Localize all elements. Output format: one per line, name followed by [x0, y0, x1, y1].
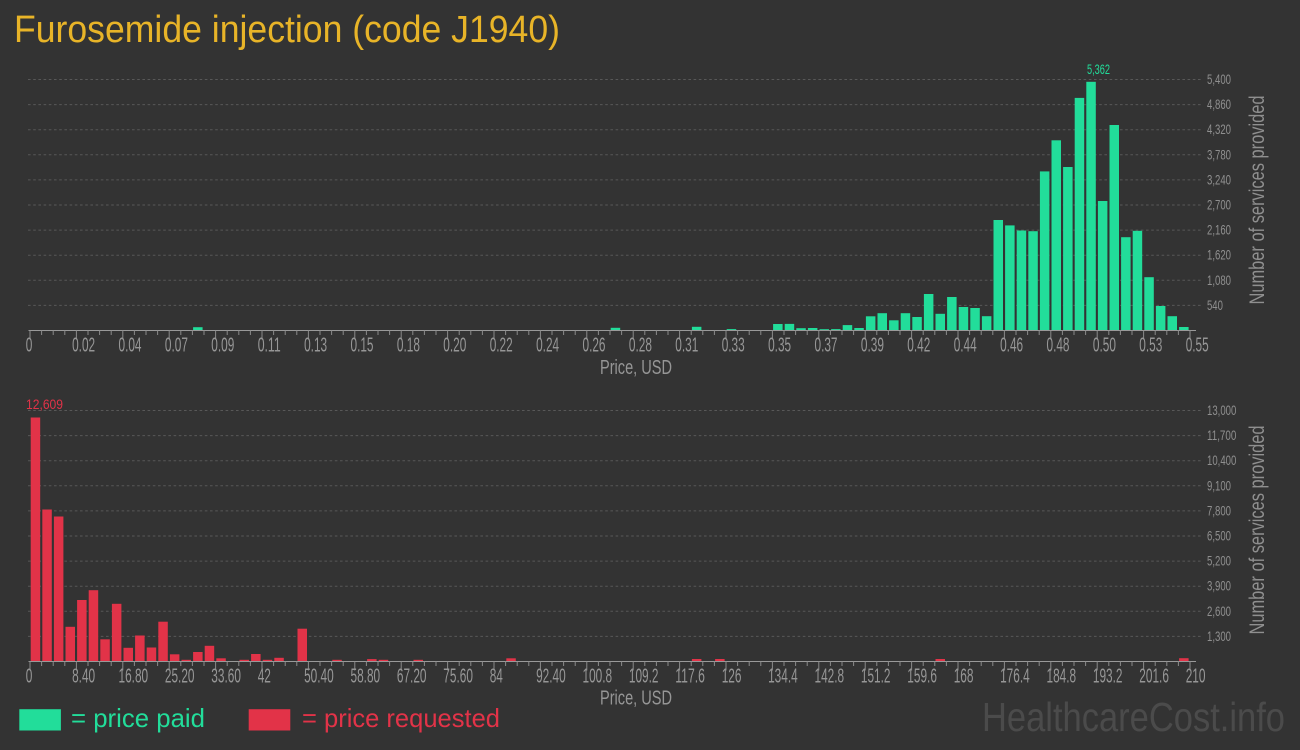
- svg-text:0.15: 0.15: [351, 335, 374, 357]
- svg-text:5,400: 5,400: [1207, 71, 1231, 87]
- svg-text:0.33: 0.33: [722, 335, 745, 357]
- svg-text:0.18: 0.18: [397, 335, 420, 357]
- svg-text:5,200: 5,200: [1207, 553, 1231, 569]
- svg-text:0.50: 0.50: [1093, 335, 1116, 357]
- svg-text:0.42: 0.42: [907, 335, 930, 357]
- svg-text:0.44: 0.44: [954, 335, 977, 357]
- svg-text:67.20: 67.20: [397, 666, 427, 688]
- svg-text:0.20: 0.20: [443, 335, 466, 357]
- svg-text:134.4: 134.4: [768, 666, 798, 688]
- svg-text:0.24: 0.24: [536, 335, 559, 357]
- svg-text:42: 42: [258, 666, 271, 688]
- svg-text:Price, USD: Price, USD: [600, 688, 672, 710]
- svg-text:0.04: 0.04: [119, 335, 142, 357]
- svg-text:2,160: 2,160: [1207, 222, 1231, 238]
- svg-text:HealthcareCost.info: HealthcareCost.info: [982, 694, 1285, 740]
- svg-text:0.11: 0.11: [258, 335, 281, 357]
- svg-text:8.40: 8.40: [72, 666, 95, 688]
- svg-text:= price requested: = price requested: [302, 703, 500, 733]
- svg-text:33.60: 33.60: [211, 666, 241, 688]
- svg-text:0.26: 0.26: [583, 335, 606, 357]
- svg-text:1,620: 1,620: [1207, 247, 1231, 263]
- svg-text:100.8: 100.8: [583, 666, 613, 688]
- svg-text:1,080: 1,080: [1207, 272, 1231, 288]
- svg-text:9,100: 9,100: [1207, 477, 1231, 493]
- svg-text:0.02: 0.02: [72, 335, 95, 357]
- svg-text:12,609: 12,609: [26, 396, 63, 412]
- svg-text:0.13: 0.13: [304, 335, 327, 357]
- svg-text:176.4: 176.4: [1000, 666, 1030, 688]
- svg-text:0.09: 0.09: [211, 335, 234, 357]
- svg-text:84: 84: [490, 666, 503, 688]
- svg-text:50.40: 50.40: [304, 666, 334, 688]
- svg-text:142.8: 142.8: [815, 666, 845, 688]
- svg-text:10,400: 10,400: [1207, 452, 1236, 468]
- svg-text:25.20: 25.20: [165, 666, 195, 688]
- svg-text:3,780: 3,780: [1207, 146, 1231, 162]
- svg-text:109.2: 109.2: [629, 666, 659, 688]
- svg-text:0.07: 0.07: [165, 335, 188, 357]
- svg-text:7,800: 7,800: [1207, 502, 1231, 518]
- svg-text:126: 126: [722, 666, 742, 688]
- svg-text:58.80: 58.80: [351, 666, 381, 688]
- svg-text:0.37: 0.37: [815, 335, 838, 357]
- svg-text:151.2: 151.2: [861, 666, 891, 688]
- svg-text:= price paid: = price paid: [71, 703, 205, 733]
- svg-text:0.55: 0.55: [1186, 335, 1209, 357]
- svg-text:5,362: 5,362: [1087, 61, 1110, 77]
- svg-text:201.6: 201.6: [1139, 666, 1169, 688]
- svg-text:0.22: 0.22: [490, 335, 513, 357]
- svg-text:0.35: 0.35: [768, 335, 791, 357]
- svg-text:0: 0: [26, 335, 33, 357]
- svg-text:4,860: 4,860: [1207, 96, 1231, 112]
- svg-text:0.31: 0.31: [675, 335, 698, 357]
- svg-text:0.53: 0.53: [1139, 335, 1162, 357]
- svg-text:0.39: 0.39: [861, 335, 884, 357]
- svg-text:Number of services provided: Number of services provided: [1246, 96, 1269, 305]
- svg-text:Number of services provided: Number of services provided: [1246, 426, 1269, 635]
- svg-text:Furosemide injection (code J19: Furosemide injection (code J1940): [14, 9, 560, 51]
- svg-text:92.40: 92.40: [536, 666, 566, 688]
- svg-text:6,500: 6,500: [1207, 528, 1231, 544]
- svg-text:193.2: 193.2: [1093, 666, 1123, 688]
- svg-text:0.28: 0.28: [629, 335, 652, 357]
- svg-text:540: 540: [1207, 297, 1223, 313]
- svg-text:0.48: 0.48: [1047, 335, 1070, 357]
- svg-text:210: 210: [1186, 666, 1206, 688]
- svg-text:Price, USD: Price, USD: [600, 357, 672, 379]
- svg-text:75.60: 75.60: [443, 666, 473, 688]
- svg-text:159.6: 159.6: [907, 666, 937, 688]
- svg-text:0.46: 0.46: [1000, 335, 1023, 357]
- svg-text:0: 0: [26, 666, 33, 688]
- svg-text:3,900: 3,900: [1207, 578, 1231, 594]
- svg-text:184.8: 184.8: [1047, 666, 1077, 688]
- svg-text:16.80: 16.80: [119, 666, 149, 688]
- svg-text:2,600: 2,600: [1207, 603, 1231, 619]
- svg-text:4,320: 4,320: [1207, 121, 1231, 137]
- svg-text:3,240: 3,240: [1207, 171, 1231, 187]
- svg-text:1,300: 1,300: [1207, 628, 1231, 644]
- svg-text:13,000: 13,000: [1207, 402, 1236, 418]
- svg-text:168: 168: [954, 666, 974, 688]
- svg-text:2,700: 2,700: [1207, 197, 1231, 213]
- svg-text:11,700: 11,700: [1207, 427, 1236, 443]
- svg-text:117.6: 117.6: [675, 666, 705, 688]
